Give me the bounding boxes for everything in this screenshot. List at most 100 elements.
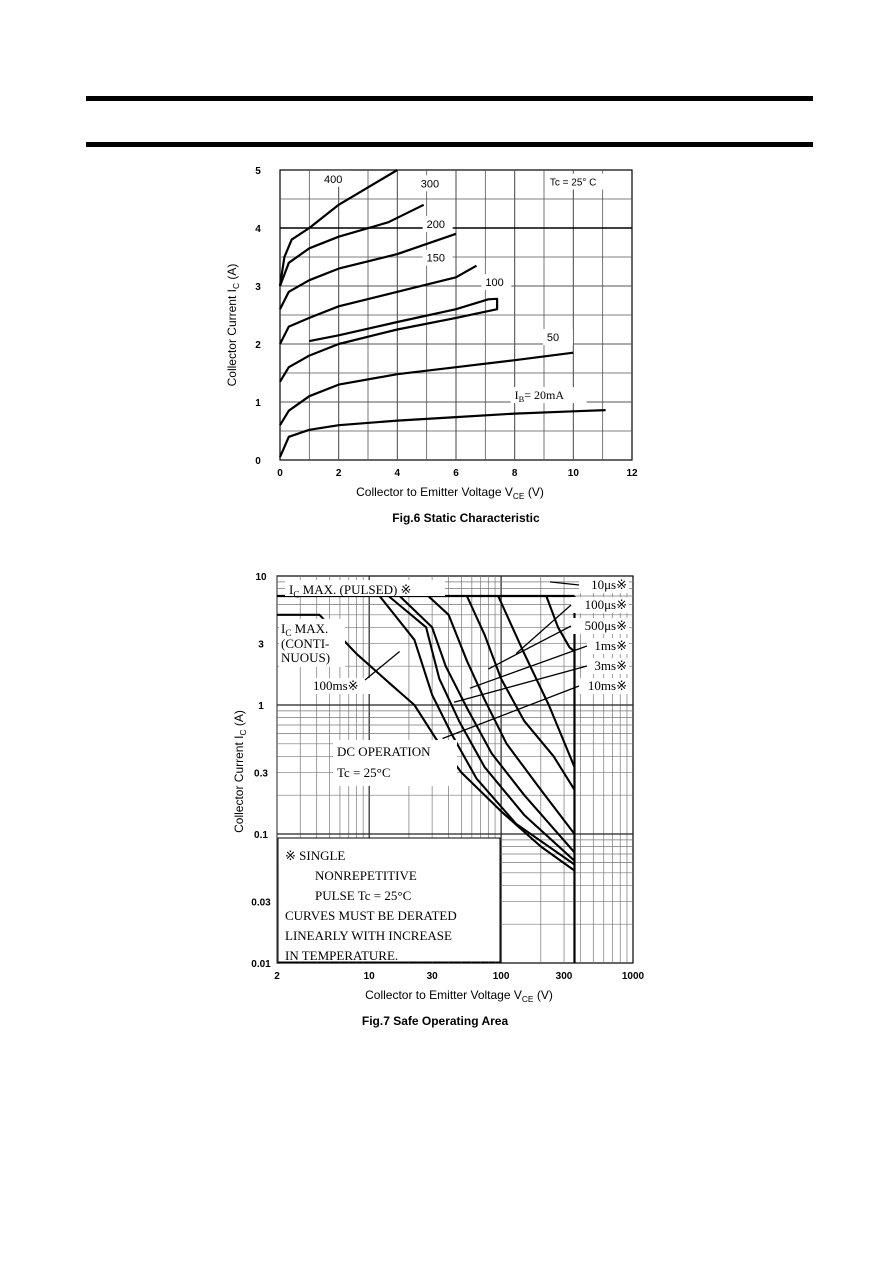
fig6-x-tick-label: 8: [512, 468, 518, 479]
fig7-label-3ms: 3ms※: [594, 658, 627, 673]
fig7-note-line: IN TEMPERATURE.: [285, 948, 398, 963]
fig6-curve-IB=20mA: [278, 409, 606, 458]
fig7-dc-label-bg: [333, 740, 457, 786]
safe-operating-area-chart: 2 10 30 100 300 1000 0.01 0.03 0.1 0.3 1 3 10 IC MAX.…: [232, 572, 645, 1028]
fig6-y-tick-label: 1: [255, 398, 261, 409]
fig6-x-tick-label: 0: [277, 468, 283, 479]
fig6-label-bg: [542, 329, 573, 346]
fig7-y-tick-label: 0.01: [251, 959, 271, 970]
fig7-ic-max-continuous-label: IC MAX.: [281, 621, 328, 638]
fig7-note-line: ※ SINGLE: [285, 848, 345, 863]
fig7-dc-condition-label: Tc = 25°C: [337, 765, 391, 780]
header-rule-bottom: [86, 142, 813, 147]
fig6-y-tick-label: 5: [255, 166, 261, 177]
fig6-label-200: 200: [427, 219, 445, 231]
fig7-label-100ms: 100ms※: [313, 678, 359, 693]
fig6-x-tick-label: 6: [453, 468, 459, 479]
fig6-label-bg: [422, 249, 453, 266]
fig7-dc-operation-label: DC OPERATION: [337, 744, 431, 759]
fig7-note-line: CURVES MUST BE DERATED: [285, 908, 457, 923]
fig7-curve-10μs: [545, 595, 576, 653]
fig7-label-100μs: 100μs※: [585, 597, 627, 612]
fig7-leader-500μs: [488, 625, 572, 670]
fig6-y-tick-label: 3: [255, 282, 261, 293]
fig7-x-tick-label: 10: [364, 971, 376, 982]
fig7-x-tick-label: 300: [556, 971, 573, 982]
fig7-label-10μs: 10μs※: [591, 577, 627, 592]
fig6-condition-bg: [545, 173, 624, 190]
fig6-x-tick-label: 4: [395, 468, 401, 479]
fig6-label-IB=20mA: IB= 20mA: [515, 388, 565, 404]
fig7-x-tick-label: 2: [274, 971, 280, 982]
fig7-leader-100ms: [364, 650, 401, 681]
fig7-x-axis-label: Collector to Emitter Voltage VCE (V): [365, 988, 553, 1004]
fig6-label-100: 100: [485, 277, 503, 289]
fig7-y-tick-label: 0.03: [251, 897, 271, 908]
fig7-label-bg: [579, 577, 629, 593]
fig7-curve-10ms: [387, 595, 576, 862]
fig6-x-axis-label: Collector to Emitter Voltage VCE (V): [356, 485, 544, 501]
fig6-y-tick-label: 4: [255, 224, 261, 235]
fig6-y-tick-label: 2: [255, 340, 261, 351]
fig7-curve-500μs: [465, 595, 576, 791]
fig6-y-axis-label: Collector Current IC (A): [225, 264, 241, 387]
fig7-y-axis-label: Collector Current IC (A): [232, 710, 248, 833]
fig7-label-1ms: 1ms※: [594, 638, 627, 653]
fig6-y-tick-label: 0: [255, 456, 261, 467]
fig7-note-box: [277, 837, 501, 963]
fig6-curve-150: [279, 264, 478, 345]
fig6-curve-50: [279, 351, 574, 426]
fig7-x-tick-label: 30: [427, 971, 439, 982]
fig7-label-10ms: 10ms※: [588, 678, 627, 693]
fig6-label-bg: [416, 175, 447, 192]
fig7-y-tick-label: 3: [258, 639, 264, 650]
fig6-label-bg: [320, 170, 350, 187]
fig7-ic-max-continuous-line: (CONTI-: [281, 636, 329, 651]
fig7-leader-10ms: [442, 685, 580, 740]
fig7-note-line: NONREPETITIVE: [315, 868, 417, 883]
fig7-label-bg: [571, 597, 629, 613]
fig6-curve-400: [278, 169, 398, 287]
fig6-caption: Fig.6 Static Characteristic: [392, 511, 540, 525]
header-rule-top: [86, 96, 813, 101]
fig7-caption: Fig.7 Safe Operating Area: [362, 1014, 509, 1028]
fig6-label-50: 50: [547, 332, 559, 344]
fig7-label-bg: [571, 618, 629, 634]
fig7-label-500μs: 500μs※: [585, 618, 627, 633]
fig7-y-tick-label: 0.3: [254, 768, 268, 779]
fig7-label-bg: [587, 658, 629, 674]
fig7-y-tick-label: 10: [255, 572, 267, 583]
fig6-label-bg: [510, 387, 587, 404]
fig7-continuous-label-bg: [279, 618, 345, 667]
fig6-label-bg: [422, 216, 453, 232]
fig7-label-bg: [587, 638, 629, 654]
fig6-plot-area: [279, 169, 633, 461]
fig7-curve-3ms: [398, 595, 576, 854]
fig7-leader-3ms: [453, 665, 588, 703]
fig6-curve-200: [279, 232, 457, 310]
fig7-note-line: LINEARLY WITH INCREASE: [285, 928, 452, 943]
fig6-label-400: 400: [324, 174, 342, 186]
fig7-ic-max-pulsed-label: IC MAX. (PULSED) ※: [289, 582, 411, 599]
fig7-curve-1ms: [427, 595, 576, 835]
fig6-curve-100: [279, 297, 499, 383]
fig6-label-300: 300: [421, 178, 439, 190]
fig6-curve-300: [278, 203, 425, 287]
fig6-label-150: 150: [427, 253, 445, 265]
fig6-x-tick-label: 2: [336, 468, 342, 479]
fig7-x-tick-label: 100: [493, 971, 510, 982]
fig7-y-tick-label: 1: [258, 701, 264, 712]
fig7-label-bg: [579, 678, 629, 694]
fig7-x-tick-label: 1000: [622, 971, 645, 982]
fig7-leader-1ms: [469, 645, 588, 689]
fig7-leader-100μs: [515, 604, 572, 655]
fig6-label-bg: [481, 274, 512, 290]
fig7-ic-max-continuous-line: NUOUS): [281, 650, 330, 665]
fig6-x-tick-label: 10: [568, 468, 580, 479]
fig7-y-tick-label: 0.1: [254, 830, 268, 841]
fig7-leader-10μs: [549, 581, 580, 586]
fig6-condition-label: Tc = 25° C: [550, 178, 597, 189]
fig7-pulsed-label-bg: [285, 580, 445, 596]
fig7-note-line: PULSE Tc = 25°C: [315, 888, 411, 903]
